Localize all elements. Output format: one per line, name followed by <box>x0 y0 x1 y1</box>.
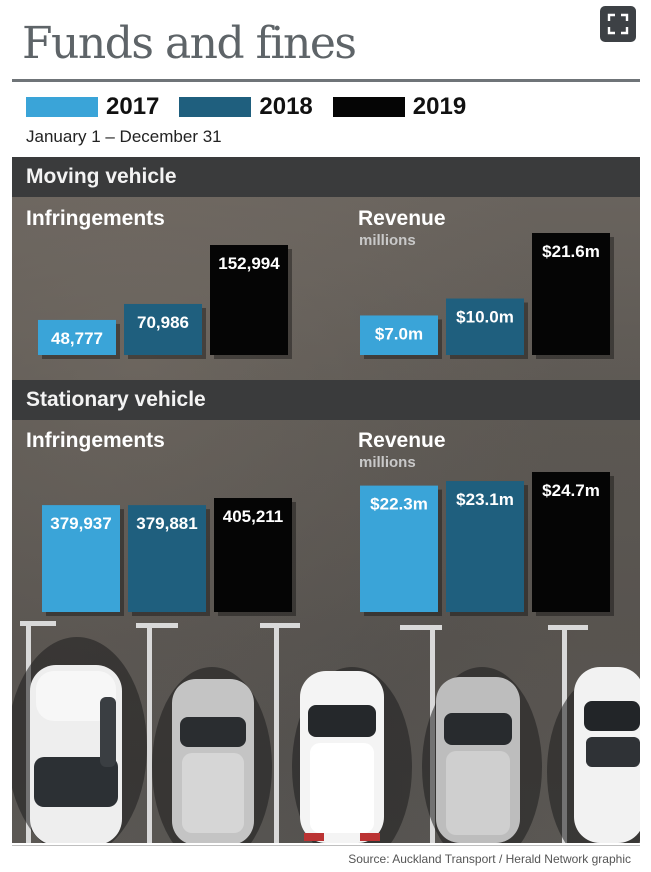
legend-label: 2019 <box>412 93 467 120</box>
stationary-revenue-data-label-2019: $24.7m <box>542 481 600 500</box>
moving-revenue-bar-2017 <box>360 315 438 355</box>
legend-item-2017: 2017 <box>26 93 159 121</box>
section-stationary-vehicle: Stationary vehicle <box>12 380 640 420</box>
moving-infringements-heading: Infringements <box>26 207 165 230</box>
stationary-infringements-bar-2017 <box>42 505 120 612</box>
legend-item-2019: 2019 <box>332 93 467 121</box>
chart-area: Moving vehicle Stationary vehicle Infrin… <box>12 157 640 843</box>
stationary-infringements-data-label-2019: 405,211 <box>223 507 284 526</box>
moving-revenue-unit: millions <box>359 232 416 249</box>
title-divider <box>12 79 640 82</box>
moving-revenue-data-label-2017: $7.0m <box>375 324 423 343</box>
stationary-infringements-data-label-2017: 379,937 <box>50 514 111 533</box>
legend-swatch-2017 <box>26 97 98 117</box>
stationary-infringements-bar-2019 <box>214 498 292 612</box>
legend: 2017 2018 2019 <box>26 93 486 121</box>
fullscreen-button[interactable] <box>600 6 636 42</box>
parking-lot-illustration <box>12 621 640 843</box>
stationary-infringements-data-label-2018: 379,881 <box>136 514 197 533</box>
footer-divider <box>12 845 640 846</box>
moving-infringements-bar-2017 <box>38 319 116 355</box>
moving-infringements-bar-2019 <box>210 245 288 355</box>
stationary-infringements-heading: Infringements <box>26 429 165 452</box>
section-moving-vehicle: Moving vehicle <box>12 157 640 197</box>
moving-revenue-data-label-2018: $10.0m <box>456 308 514 327</box>
stationary-revenue-data-label-2017: $22.3m <box>370 495 428 514</box>
stationary-revenue-bar-2019 <box>532 472 610 612</box>
legend-label: 2017 <box>106 93 160 120</box>
moving-revenue-bar-2019 <box>532 233 610 355</box>
moving-infringements-data-label-2019: 152,994 <box>218 254 280 273</box>
stationary-infringements-bar-2018 <box>128 505 206 612</box>
moving-infringements-data-label-2017: 48,777 <box>51 329 103 348</box>
stationary-revenue-bar-2017 <box>360 485 438 612</box>
stationary-revenue-bar-2018 <box>446 481 524 612</box>
moving-revenue-data-label-2019: $21.6m <box>542 242 600 261</box>
legend-swatch-2018 <box>179 97 252 117</box>
moving-revenue-heading: Revenue <box>358 207 446 230</box>
source-credit: Source: Auckland Transport / Herald Netw… <box>348 852 631 866</box>
legend-item-2018: 2018 <box>179 93 313 121</box>
legend-label: 2018 <box>259 93 313 120</box>
date-range: January 1 – December 31 <box>26 127 222 146</box>
moving-revenue-bar-2018 <box>446 298 524 355</box>
bar-charts: 48,777 70,986 152,994 $7.0m $10.0m $21.6m 379,… <box>38 233 614 616</box>
stationary-revenue-unit: millions <box>359 454 416 471</box>
moving-infringements-data-label-2018: 70,986 <box>137 313 189 332</box>
legend-swatch-2019 <box>332 97 405 117</box>
chart-title: Funds and fines <box>22 18 357 69</box>
stationary-revenue-heading: Revenue <box>358 429 446 452</box>
stationary-revenue-data-label-2018: $23.1m <box>456 490 514 509</box>
expand-icon <box>607 13 629 35</box>
moving-infringements-bar-2018 <box>124 303 202 355</box>
